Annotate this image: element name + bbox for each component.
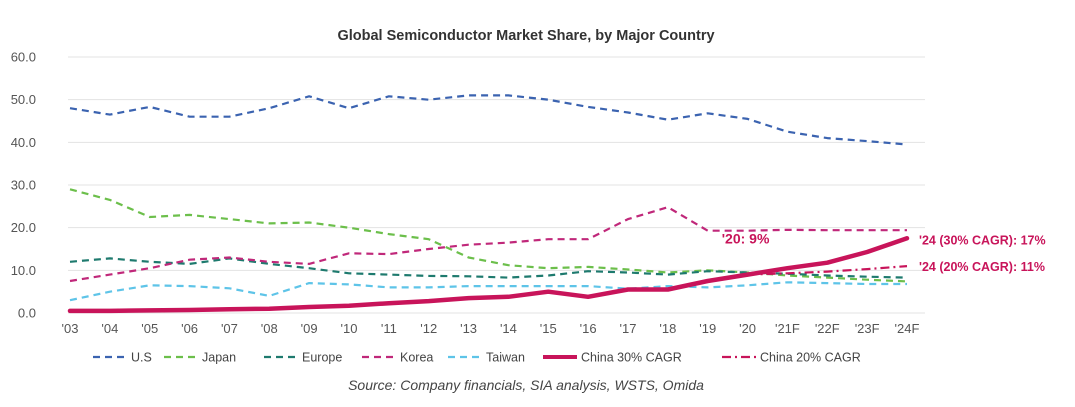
series-line-u-s: [69, 94, 908, 146]
y-tick-label: 10.0: [11, 263, 36, 278]
x-tick-label: '14: [500, 321, 517, 336]
x-tick-label: '18: [659, 321, 676, 336]
x-tick-label: '24F: [895, 321, 920, 336]
legend: U.S Japan Europe Korea Taiwan China 30% CAGR C…: [93, 351, 861, 365]
annotation-2024-30-cagr: '24 (30% CAGR): 17%: [919, 233, 1046, 247]
x-tick-label: '07: [221, 321, 238, 336]
x-tick-label: '21F: [775, 321, 800, 336]
series-line-china-20-cagr: [747, 265, 908, 276]
series-line-korea: [69, 206, 907, 283]
x-tick-label: '03: [62, 321, 79, 336]
legend-label: Europe: [302, 351, 342, 365]
x-tick-label: '09: [301, 321, 318, 336]
x-tick-label: '10: [341, 321, 358, 336]
y-tick-label: 40.0: [11, 135, 36, 150]
x-tick-label: '08: [261, 321, 278, 336]
x-tick-label: '05: [141, 321, 158, 336]
legend-label: Taiwan: [486, 351, 525, 365]
series-line-taiwan: [69, 281, 907, 302]
x-tick-label: '17: [620, 321, 637, 336]
y-tick-label: 0.0: [18, 306, 36, 321]
legend-label: China 30% CAGR: [581, 351, 682, 365]
chart-title: Global Semiconductor Market Share, by Ma…: [337, 28, 714, 44]
annotation-2020: '20: 9%: [722, 231, 770, 247]
x-tick-label: '19: [699, 321, 716, 336]
x-tick-label: '16: [580, 321, 597, 336]
y-tick-label: 60.0: [11, 50, 36, 65]
y-tick-label: 20.0: [11, 220, 36, 235]
x-tick-label: '11: [381, 321, 397, 336]
x-tick-label: '23F: [855, 321, 880, 336]
series-line-china-30-cagr: [67, 236, 910, 314]
x-tick-label: '04: [101, 321, 118, 336]
x-tick-label: '20: [739, 321, 756, 336]
x-axis: '03 '04 '05 '06 '07 '08 '09 '10 '11 '12 '13 '14 '15 '…: [62, 321, 920, 336]
legend-label: Japan: [202, 351, 236, 365]
series-group: [67, 94, 910, 314]
y-tick-label: 30.0: [11, 178, 36, 193]
legend-label: Korea: [400, 351, 433, 365]
legend-label: China 20% CAGR: [760, 351, 861, 365]
x-tick-label: '13: [460, 321, 477, 336]
x-tick-label: '12: [420, 321, 437, 336]
grid: [68, 56, 925, 314]
x-tick-label: '22F: [815, 321, 840, 336]
annotation-2024-20-cagr: '24 (20% CAGR): 11%: [919, 260, 1045, 274]
chart-source: Source: Company financials, SIA analysis…: [348, 377, 704, 393]
x-tick-label: '15: [540, 321, 557, 336]
x-tick-label: '06: [181, 321, 198, 336]
y-axis: 0.0 10.0 20.0 30.0 40.0 50.0 60.0: [11, 50, 36, 321]
y-tick-label: 50.0: [11, 92, 36, 107]
annotations: '20: 9% '24 (30% CAGR): 17% '24 (20% CAGR)…: [722, 231, 1046, 274]
legend-label: U.S: [131, 351, 152, 365]
